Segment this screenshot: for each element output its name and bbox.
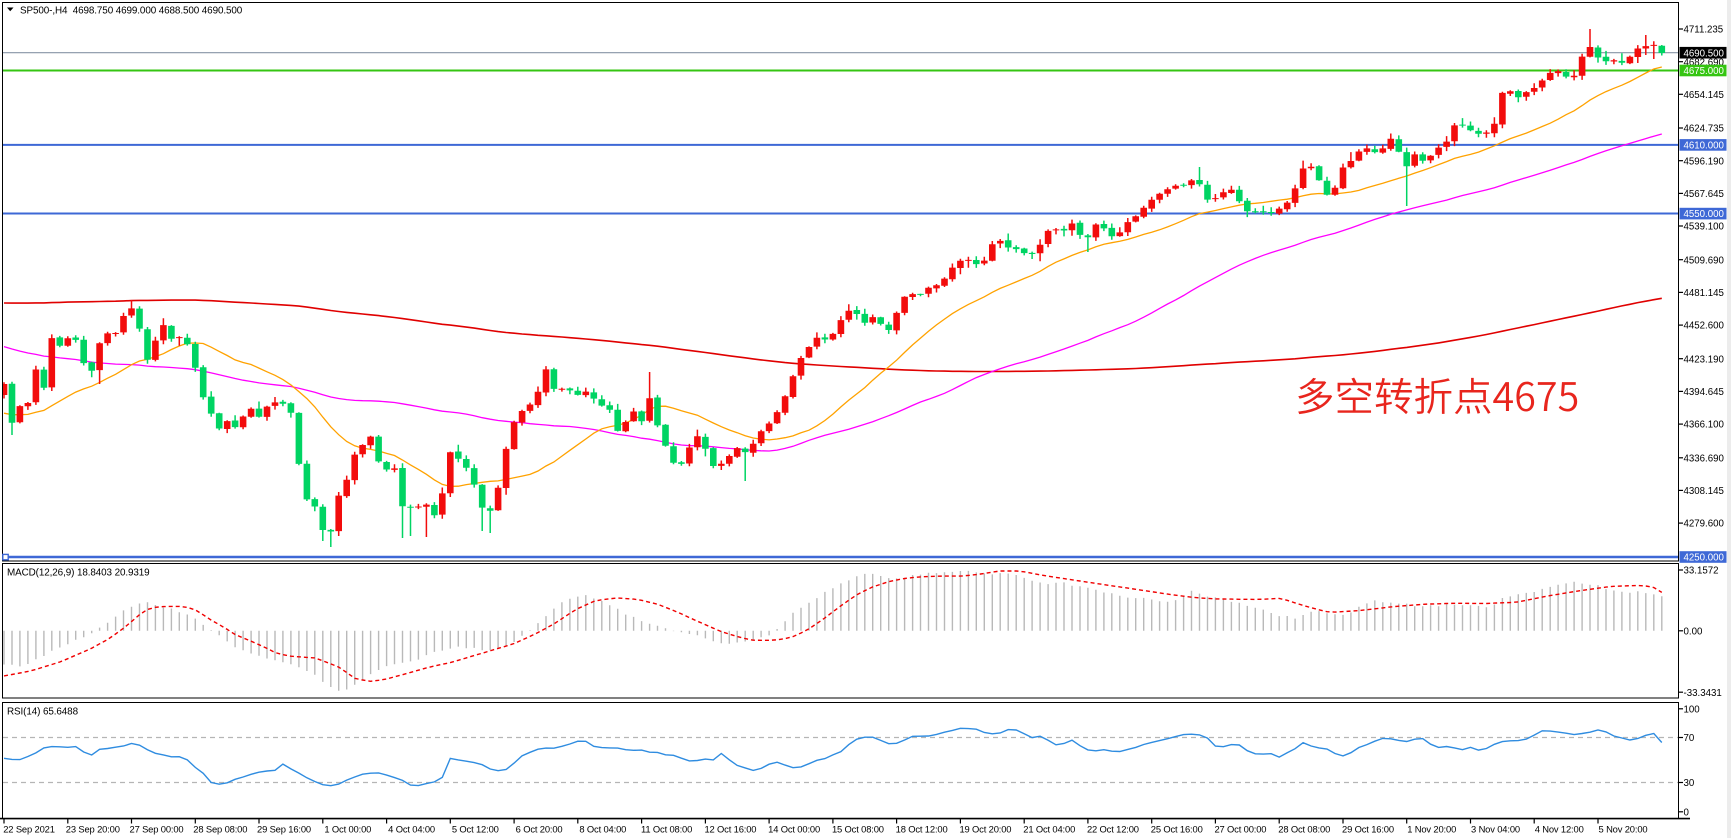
svg-text:33.1572: 33.1572 <box>1684 566 1719 577</box>
svg-text:4250.000: 4250.000 <box>1684 553 1725 564</box>
svg-text:4690.500: 4690.500 <box>1684 48 1725 59</box>
svg-text:4711.235: 4711.235 <box>1684 25 1724 36</box>
svg-text:15 Oct 08:00: 15 Oct 08:00 <box>832 824 884 835</box>
svg-text:12 Oct 16:00: 12 Oct 16:00 <box>704 824 756 835</box>
svg-text:25 Oct 16:00: 25 Oct 16:00 <box>1151 824 1203 835</box>
svg-text:100: 100 <box>1684 704 1701 715</box>
svg-text:18 Oct 12:00: 18 Oct 12:00 <box>896 824 948 835</box>
svg-text:SP500-,H4 4698.750 4699.000 4: SP500-,H4 4698.750 4699.000 4688.500 469… <box>20 6 243 17</box>
svg-text:4 Nov 12:00: 4 Nov 12:00 <box>1535 824 1584 835</box>
svg-text:4279.600: 4279.600 <box>1684 519 1725 530</box>
svg-text:5 Oct 12:00: 5 Oct 12:00 <box>452 824 499 835</box>
svg-text:4567.645: 4567.645 <box>1684 189 1724 200</box>
svg-text:1 Nov 20:00: 1 Nov 20:00 <box>1407 824 1456 835</box>
svg-text:4366.100: 4366.100 <box>1684 420 1725 431</box>
svg-text:4452.600: 4452.600 <box>1684 321 1725 332</box>
svg-text:4 Oct 04:00: 4 Oct 04:00 <box>388 824 435 835</box>
svg-text:4509.690: 4509.690 <box>1684 255 1725 266</box>
svg-text:MACD(12,26,9) 18.8403 20.9319: MACD(12,26,9) 18.8403 20.9319 <box>7 568 150 579</box>
svg-text:4394.645: 4394.645 <box>1684 387 1724 398</box>
svg-text:4682.690: 4682.690 <box>1684 57 1725 68</box>
svg-text:4308.145: 4308.145 <box>1684 486 1724 497</box>
svg-text:4675.000: 4675.000 <box>1684 66 1725 77</box>
svg-text:0: 0 <box>1684 807 1690 818</box>
svg-text:70: 70 <box>1684 733 1695 744</box>
svg-text:4624.735: 4624.735 <box>1684 124 1724 135</box>
svg-text:4336.690: 4336.690 <box>1684 453 1725 464</box>
svg-text:5 Nov 20:00: 5 Nov 20:00 <box>1599 824 1648 835</box>
svg-text:11 Oct 08:00: 11 Oct 08:00 <box>641 824 692 835</box>
svg-text:19 Oct 20:00: 19 Oct 20:00 <box>959 824 1011 835</box>
svg-text:22 Oct 12:00: 22 Oct 12:00 <box>1087 824 1139 835</box>
svg-text:21 Oct 04:00: 21 Oct 04:00 <box>1023 824 1075 835</box>
svg-text:4539.100: 4539.100 <box>1684 222 1725 233</box>
svg-text:4654.145: 4654.145 <box>1684 90 1724 101</box>
svg-text:3 Nov 04:00: 3 Nov 04:00 <box>1471 824 1520 835</box>
svg-text:28 Oct 08:00: 28 Oct 08:00 <box>1278 824 1330 835</box>
svg-text:4596.190: 4596.190 <box>1684 156 1725 167</box>
svg-text:4610.000: 4610.000 <box>1684 141 1725 152</box>
svg-text:29 Sep 16:00: 29 Sep 16:00 <box>257 824 311 835</box>
svg-text:-33.3431: -33.3431 <box>1684 688 1722 699</box>
svg-text:4481.145: 4481.145 <box>1684 288 1724 299</box>
svg-text:14 Oct 00:00: 14 Oct 00:00 <box>768 824 820 835</box>
svg-text:28 Sep 08:00: 28 Sep 08:00 <box>193 824 247 835</box>
svg-text:RSI(14) 65.6488: RSI(14) 65.6488 <box>7 707 79 718</box>
svg-text:29 Oct 16:00: 29 Oct 16:00 <box>1342 824 1394 835</box>
svg-text:22 Sep 2021: 22 Sep 2021 <box>3 824 55 835</box>
svg-text:4423.190: 4423.190 <box>1684 354 1725 365</box>
svg-text:23 Sep 20:00: 23 Sep 20:00 <box>66 824 120 835</box>
svg-text:0.00: 0.00 <box>1684 626 1703 637</box>
svg-text:4550.000: 4550.000 <box>1684 209 1725 220</box>
svg-text:1 Oct 00:00: 1 Oct 00:00 <box>324 824 371 835</box>
svg-text:30: 30 <box>1684 778 1695 789</box>
svg-text:6 Oct 20:00: 6 Oct 20:00 <box>516 824 563 835</box>
svg-text:27 Sep 00:00: 27 Sep 00:00 <box>130 824 184 835</box>
svg-text:8 Oct 04:00: 8 Oct 04:00 <box>579 824 626 835</box>
svg-text:27 Oct 00:00: 27 Oct 00:00 <box>1214 824 1266 835</box>
